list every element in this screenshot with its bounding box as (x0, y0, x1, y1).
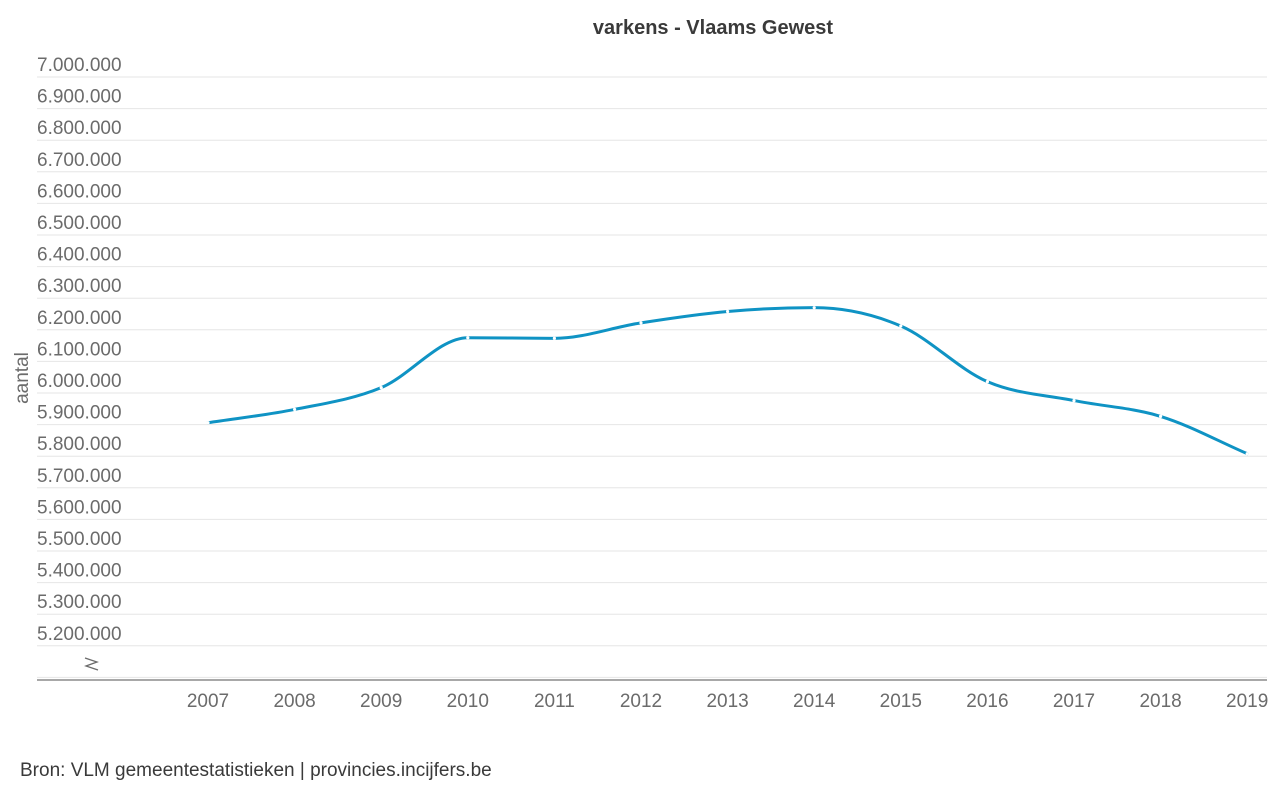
y-axis: 5.200.000 5.300.000 5.400.000 5.500.000 5.60… (37, 55, 122, 645)
y-tick-label: 6.700.000 (37, 150, 122, 171)
y-tick-label: 5.600.000 (37, 497, 122, 518)
y-tick-label: 6.600.000 (37, 181, 122, 202)
y-tick-label: 6.000.000 (37, 371, 122, 392)
x-tick-label: 2007 (187, 691, 229, 712)
data-point[interactable] (206, 421, 210, 425)
x-tick-label: 2013 (706, 691, 748, 712)
axis-break-mark (84, 657, 99, 671)
data-point[interactable] (1159, 414, 1163, 418)
y-tick-label: 5.700.000 (37, 466, 122, 487)
y-tick-label: 5.400.000 (37, 561, 122, 582)
y-tick-label: 5.200.000 (37, 624, 122, 645)
x-tick-label: 2014 (793, 691, 836, 712)
x-tick-label: 2008 (273, 691, 315, 712)
x-tick-label: 2018 (1139, 691, 1181, 712)
data-point[interactable] (812, 306, 816, 310)
y-tick-label: 6.800.000 (37, 118, 122, 139)
source-note: Bron: VLM gemeentestatistieken | provinc… (20, 760, 492, 781)
grid-lines (37, 76, 1267, 678)
data-point[interactable] (639, 321, 643, 325)
y-axis-label: aantal (12, 352, 33, 404)
x-tick-label: 2017 (1053, 691, 1095, 712)
series-group (206, 306, 1249, 456)
y-tick-label: 5.900.000 (37, 403, 122, 424)
y-tick-label: 5.300.000 (37, 592, 122, 613)
y-tick-label: 6.200.000 (37, 308, 122, 329)
data-point[interactable] (293, 407, 297, 412)
y-tick-label: 6.100.000 (37, 339, 122, 360)
chart-title: varkens - Vlaams Gewest (593, 17, 833, 39)
data-point[interactable] (379, 386, 383, 390)
data-point[interactable] (899, 324, 903, 328)
y-tick-label: 6.300.000 (37, 276, 122, 297)
x-tick-label: 2011 (534, 691, 575, 712)
axis-break-icon (84, 657, 99, 671)
data-point[interactable] (726, 309, 730, 314)
x-tick-label: 2019 (1226, 691, 1268, 712)
x-tick-label: 2015 (880, 691, 922, 712)
data-point[interactable] (1245, 452, 1249, 456)
y-tick-label: 6.500.000 (37, 213, 122, 234)
data-point[interactable] (1072, 398, 1076, 403)
y-tick-label: 6.400.000 (37, 245, 122, 266)
x-axis: 2007 2008 2009 2010 2011 2012 2013 2014 2015 2016… (187, 691, 1268, 712)
x-tick-label: 2010 (447, 691, 489, 712)
data-point[interactable] (985, 380, 990, 384)
x-tick-label: 2009 (360, 691, 402, 712)
y-tick-label: 5.800.000 (37, 434, 122, 455)
data-point[interactable] (466, 336, 470, 340)
y-tick-label: 7.000.000 (37, 55, 122, 76)
x-tick-label: 2016 (966, 691, 1008, 712)
y-tick-label: 6.900.000 (37, 87, 122, 108)
x-tick-label: 2012 (620, 691, 662, 712)
y-tick-label: 5.500.000 (37, 529, 122, 550)
data-point[interactable] (552, 336, 557, 340)
